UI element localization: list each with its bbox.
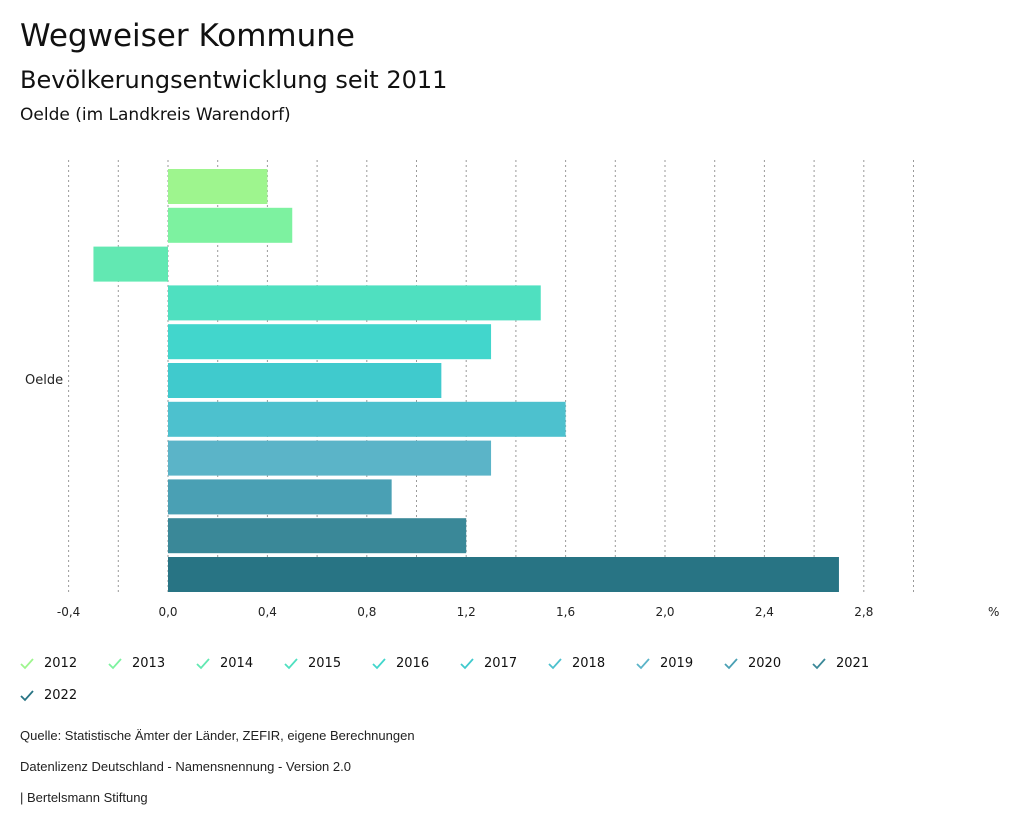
legend-item-2016[interactable]: 2016 — [372, 656, 429, 671]
bar-2016[interactable] — [168, 324, 492, 360]
legend-item-2013[interactable]: 2013 — [108, 656, 165, 671]
unit-label: % — [988, 605, 999, 619]
x-tick-label: 2,0 — [655, 605, 674, 619]
page-title: Wegweiser Kommune — [20, 18, 355, 54]
region-label: Oelde (im Landkreis Warendorf) — [20, 105, 291, 125]
legend-item-2021[interactable]: 2021 — [812, 656, 869, 671]
bar-2021[interactable] — [168, 518, 467, 554]
legend-item-2014[interactable]: 2014 — [196, 656, 253, 671]
checkmark-icon — [196, 657, 210, 669]
legend-label: 2013 — [132, 656, 166, 671]
checkmark-icon — [460, 657, 474, 669]
checkmark-icon — [812, 657, 826, 669]
bars — [93, 169, 839, 592]
legend-label: 2015 — [308, 656, 342, 671]
x-tick-label: 0,8 — [357, 605, 376, 619]
publisher-note: | Bertelsmann Stiftung — [20, 790, 148, 805]
license-note: Datenlizenz Deutschland - Namensnennung … — [20, 759, 351, 774]
checkmark-icon — [108, 657, 122, 669]
legend-label: 2017 — [484, 656, 518, 671]
bar-2012[interactable] — [168, 169, 268, 204]
bar-2013[interactable] — [168, 207, 293, 243]
legend-item-2019[interactable]: 2019 — [636, 656, 693, 671]
legend-item-2022[interactable]: 2022 — [20, 688, 77, 703]
x-tick-label: -0,4 — [57, 605, 80, 619]
legend-label: 2022 — [44, 688, 78, 703]
legend-item-2018[interactable]: 2018 — [548, 656, 605, 671]
x-tick-label: 2,4 — [755, 605, 774, 619]
checkmark-icon — [20, 657, 34, 669]
legend-label: 2018 — [572, 656, 606, 671]
legend-label: 2016 — [396, 656, 430, 671]
bar-2022[interactable] — [168, 557, 839, 592]
x-tick-label: 2,8 — [854, 605, 873, 619]
legend-item-2017[interactable]: 2017 — [460, 656, 517, 671]
legend-item-2012[interactable]: 2012 — [20, 656, 77, 671]
legend-item-2015[interactable]: 2015 — [284, 656, 341, 671]
bar-2014[interactable] — [93, 246, 168, 282]
checkmark-icon — [372, 657, 386, 669]
bar-2017[interactable] — [168, 363, 442, 398]
bar-2018[interactable] — [168, 401, 566, 437]
legend-label: 2014 — [220, 656, 254, 671]
checkmark-icon — [636, 657, 650, 669]
x-tick-label: 0,0 — [158, 605, 177, 619]
bar-2019[interactable] — [168, 440, 492, 476]
x-tick-label: 0,4 — [258, 605, 277, 619]
checkmark-icon — [724, 657, 738, 669]
x-tick-label: 1,6 — [556, 605, 575, 619]
bar-2015[interactable] — [168, 285, 541, 321]
checkmark-icon — [548, 657, 562, 669]
x-tick-label: 1,2 — [457, 605, 476, 619]
legend-item-2020[interactable]: 2020 — [724, 656, 781, 671]
legend-label: 2020 — [748, 656, 782, 671]
category-label: Oelde — [25, 373, 63, 388]
legend-label: 2021 — [836, 656, 870, 671]
legend-label: 2012 — [44, 656, 78, 671]
bar-chart: -0,4 0,0 0,4 0,8 1,2 1,6 2,0 2,4 2,8 Oelde % — [25, 160, 999, 619]
checkmark-icon — [20, 689, 34, 701]
checkmark-icon — [284, 657, 298, 669]
chart-subtitle: Bevölkerungsentwicklung seit 2011 — [20, 66, 448, 94]
source-note: Quelle: Statistische Ämter der Länder, Z… — [20, 728, 415, 743]
bar-2020[interactable] — [168, 479, 392, 515]
legend-label: 2019 — [660, 656, 694, 671]
tick-labels: -0,4 0,0 0,4 0,8 1,2 1,6 2,0 2,4 2,8 — [57, 605, 873, 619]
